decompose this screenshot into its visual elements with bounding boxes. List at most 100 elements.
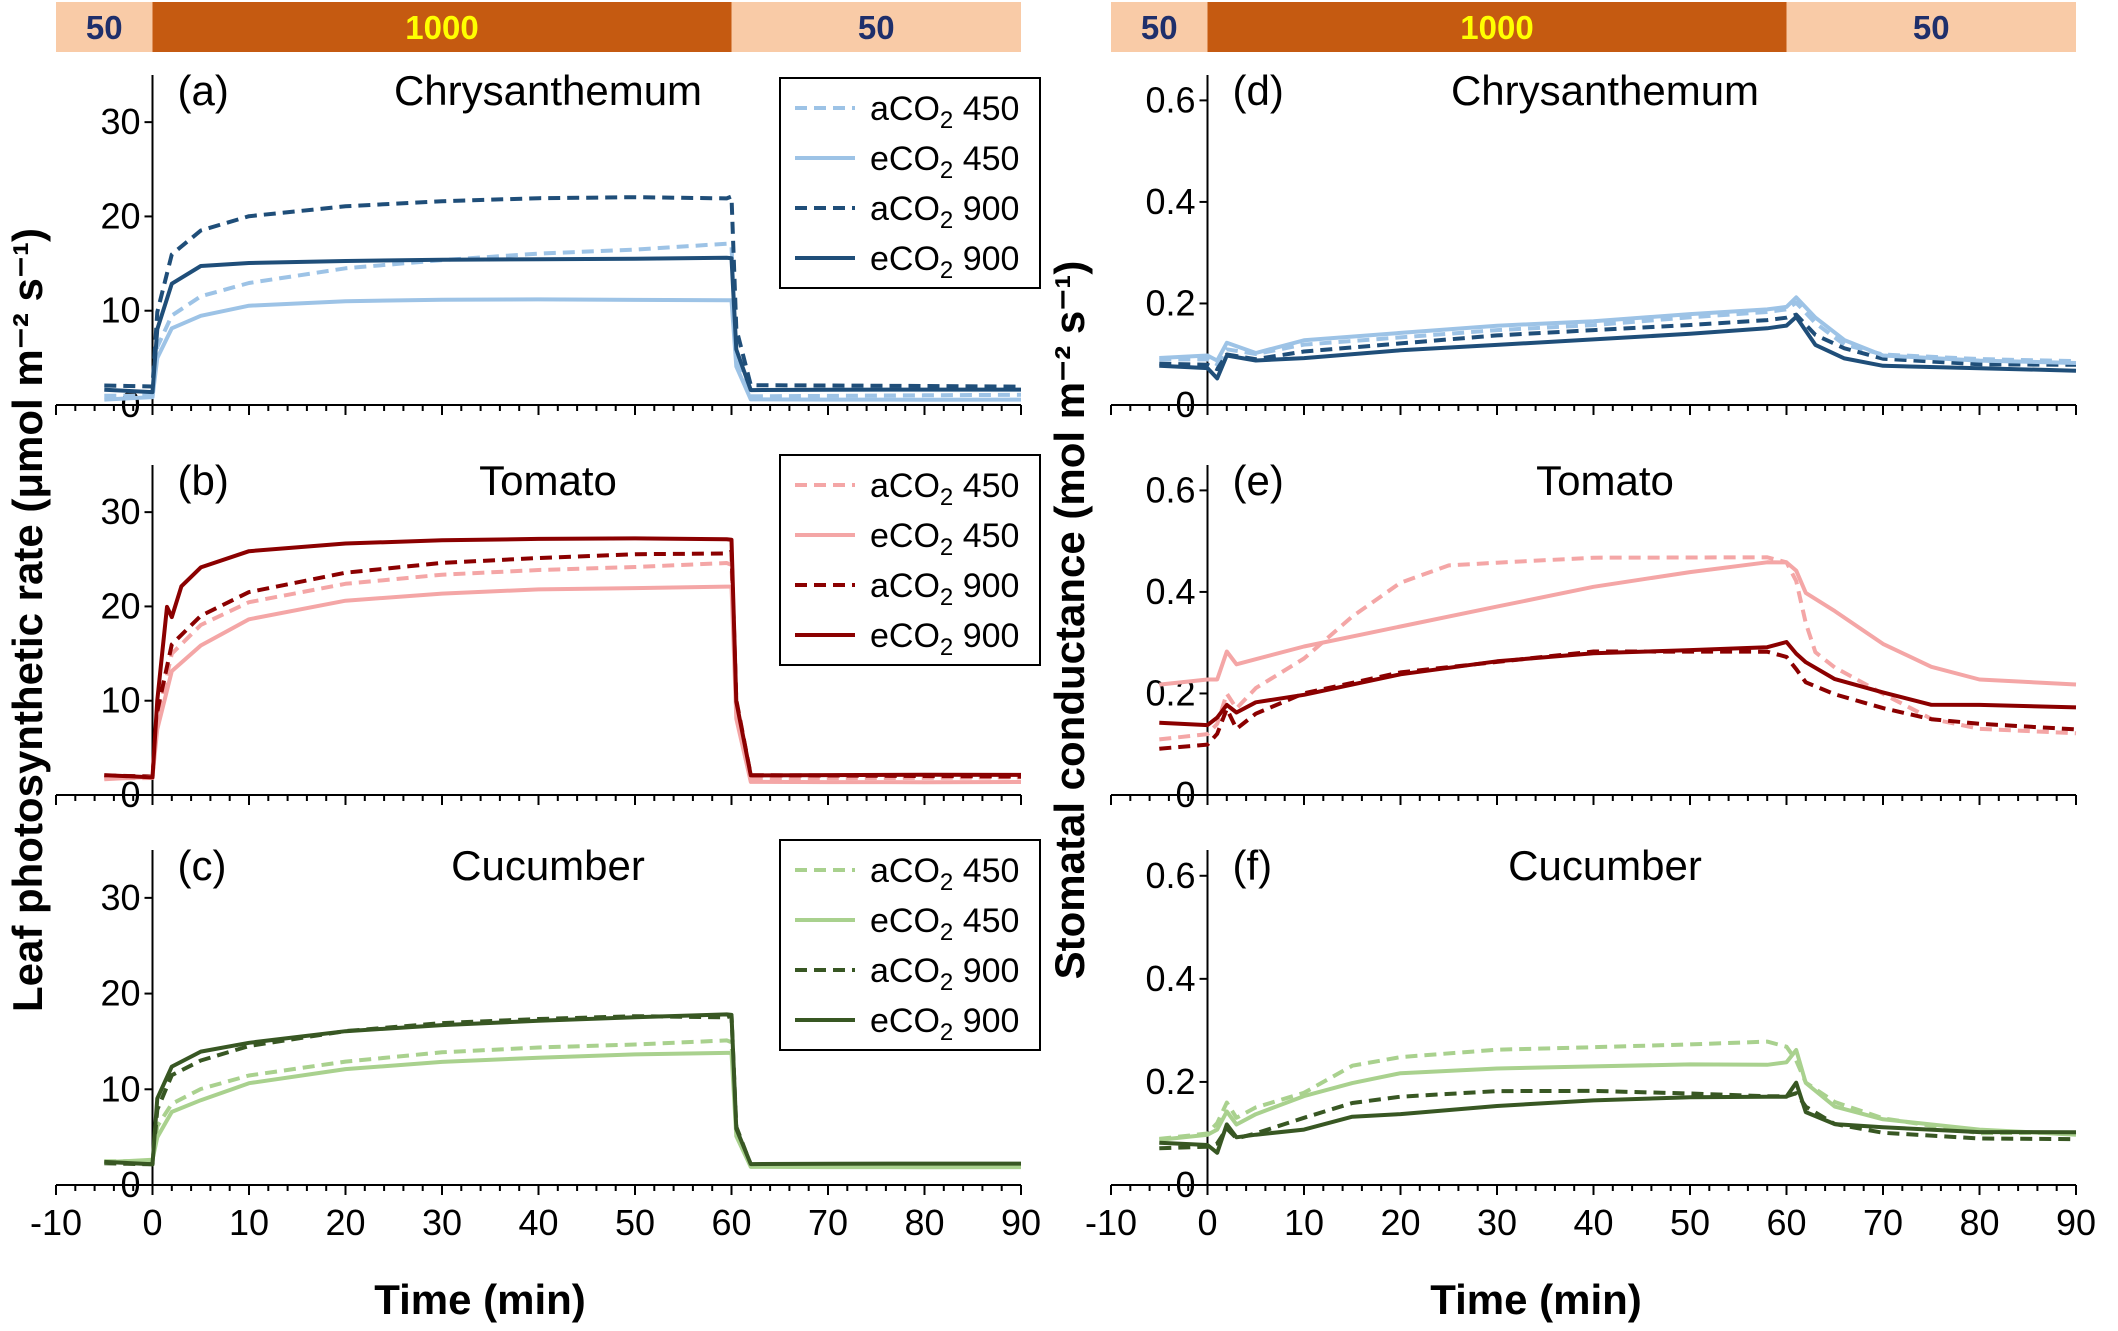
- light-bar-label: 50: [1141, 9, 1178, 46]
- series-line: [104, 536, 1022, 780]
- left-x-axis-label: Time (min): [374, 1276, 586, 1323]
- series-line: [1159, 295, 2077, 365]
- y-tick-label: 10: [100, 680, 140, 721]
- series-line: [104, 561, 1022, 781]
- legend-entry-label: aCO2 900: [870, 190, 1019, 234]
- series-line: [104, 297, 1022, 402]
- panel-title: Cucumber: [451, 842, 645, 889]
- x-tick-label: 90: [1001, 1202, 1041, 1243]
- panel-letter: (d): [1233, 67, 1284, 114]
- series-line: [1159, 560, 2077, 687]
- panel-d: 0 0.2 0.4 0.6 (d) Chrysanthemum: [1110, 67, 2077, 425]
- x-tick-label: 30: [422, 1202, 462, 1243]
- light-intensity-bars: 50 1000 50 50 1000 50: [56, 2, 2076, 52]
- y-tick-label: 0.6: [1145, 79, 1195, 120]
- legend-box: [779, 839, 1041, 1051]
- x-tick-label: 60: [711, 1202, 751, 1243]
- y-tick-label: 0.4: [1145, 958, 1195, 999]
- y-tick-label: 30: [100, 491, 140, 532]
- series-line: [104, 255, 1021, 395]
- series-line: [104, 241, 1022, 399]
- panel-f: 0 0.2 0.4 0.6 -10 0 10 20 30 40 50 60 70 80 90 (f) Cucum…: [1085, 842, 2096, 1243]
- light-bar-segment: [1786, 2, 2076, 52]
- x-tick-label: 10: [1284, 1202, 1324, 1243]
- light-bar-segment: [731, 2, 1021, 52]
- panel-letter: (e): [1233, 457, 1284, 504]
- x-tick-label: 0: [142, 1202, 162, 1243]
- legend: aCO2 450 eCO2 450 aCO2 900 eCO2 900: [779, 454, 1041, 666]
- legend: aCO2 450 eCO2 450 aCO2 900 eCO2 900: [779, 77, 1041, 289]
- panel-letter: (f): [1233, 842, 1273, 889]
- series-lines: [104, 536, 1022, 785]
- series-lines: [104, 1012, 1022, 1170]
- x-tick-label: 40: [518, 1202, 558, 1243]
- x-tick-label: 60: [1766, 1202, 1806, 1243]
- x-tick-label: 10: [229, 1202, 269, 1243]
- x-tick-label: 80: [904, 1202, 944, 1243]
- panel-title: Chrysanthemum: [1451, 67, 1759, 114]
- x-tick-label: 80: [1959, 1202, 1999, 1243]
- panel-title: Tomato: [479, 457, 617, 504]
- series-line: [104, 584, 1022, 785]
- x-tick-label: 90: [2056, 1202, 2096, 1243]
- panel-letter: (b): [178, 457, 229, 504]
- legend-entry-label: aCO2 450: [870, 852, 1019, 896]
- panel-e: 0 0.2 0.4 0.6 (e) Tomato: [1110, 457, 2077, 815]
- series-line: [1159, 314, 2077, 381]
- y-tick-label: 0: [1175, 1164, 1195, 1205]
- series-line: [104, 1050, 1022, 1170]
- series-line: [1159, 649, 2077, 751]
- legend-entry-label: aCO2 900: [870, 567, 1019, 611]
- y-tick-label: 30: [100, 877, 140, 918]
- light-bar-label: 50: [86, 9, 123, 46]
- y-tick-label: 0.6: [1145, 855, 1195, 896]
- series-lines: [1159, 295, 2077, 381]
- light-bar-segment: [152, 2, 732, 52]
- series-line: [104, 1012, 1021, 1167]
- x-tick-label: -10: [30, 1202, 82, 1243]
- x-tick-label: 50: [1670, 1202, 1710, 1243]
- x-tick-label: 0: [1197, 1202, 1217, 1243]
- series-lines: [1159, 1039, 2077, 1155]
- y-tick-label: 0: [1175, 774, 1195, 815]
- legend-entry-label: eCO2 900: [870, 1002, 1019, 1046]
- legend-entry-label: eCO2 450: [870, 902, 1019, 946]
- x-tick-label: 70: [808, 1202, 848, 1243]
- light-bar-segment: [1207, 2, 1787, 52]
- right-x-axis-label: Time (min): [1430, 1276, 1642, 1323]
- light-bar-segment: [56, 2, 153, 52]
- y-tick-label: 0.2: [1145, 672, 1195, 713]
- series-line: [1159, 1088, 2077, 1151]
- y-tick-label: 0: [1175, 384, 1195, 425]
- legend-entry-label: eCO2 450: [870, 517, 1019, 561]
- legend: aCO2 450 eCO2 450 aCO2 900 eCO2 900: [779, 839, 1041, 1051]
- x-tick-label: -10: [1085, 1202, 1137, 1243]
- legend-entry-label: eCO2 900: [870, 240, 1019, 284]
- series-line: [1159, 640, 2077, 728]
- y-tick-label: 0.2: [1145, 282, 1195, 323]
- x-tick-label: 30: [1477, 1202, 1517, 1243]
- panel-title: Chrysanthemum: [394, 67, 702, 114]
- legend-box: [779, 77, 1041, 289]
- x-tick-label: 50: [615, 1202, 655, 1243]
- light-bar-label: 1000: [405, 9, 478, 46]
- legend-entry-label: eCO2 450: [870, 140, 1019, 184]
- series-lines: [104, 194, 1022, 402]
- y-tick-label: 20: [100, 585, 140, 626]
- series-line: [1159, 1039, 2077, 1141]
- series-line: [104, 194, 1022, 389]
- y-tick-label: 20: [100, 195, 140, 236]
- y-tick-label: 0.2: [1145, 1061, 1195, 1102]
- series-line: [104, 1038, 1022, 1169]
- x-tick-label: 70: [1863, 1202, 1903, 1243]
- light-bar-label: 50: [858, 9, 895, 46]
- light-bar-label: 50: [1913, 9, 1950, 46]
- panel-letter: (c): [178, 842, 227, 889]
- y-tick-label: 10: [100, 1068, 140, 1109]
- panel-letter: (a): [178, 67, 229, 114]
- series-lines: [1159, 555, 2077, 751]
- y-tick-label: 0: [120, 1164, 140, 1205]
- right-y-axis-label: Stomatal conductance (mol m⁻² s⁻¹): [1046, 261, 1093, 980]
